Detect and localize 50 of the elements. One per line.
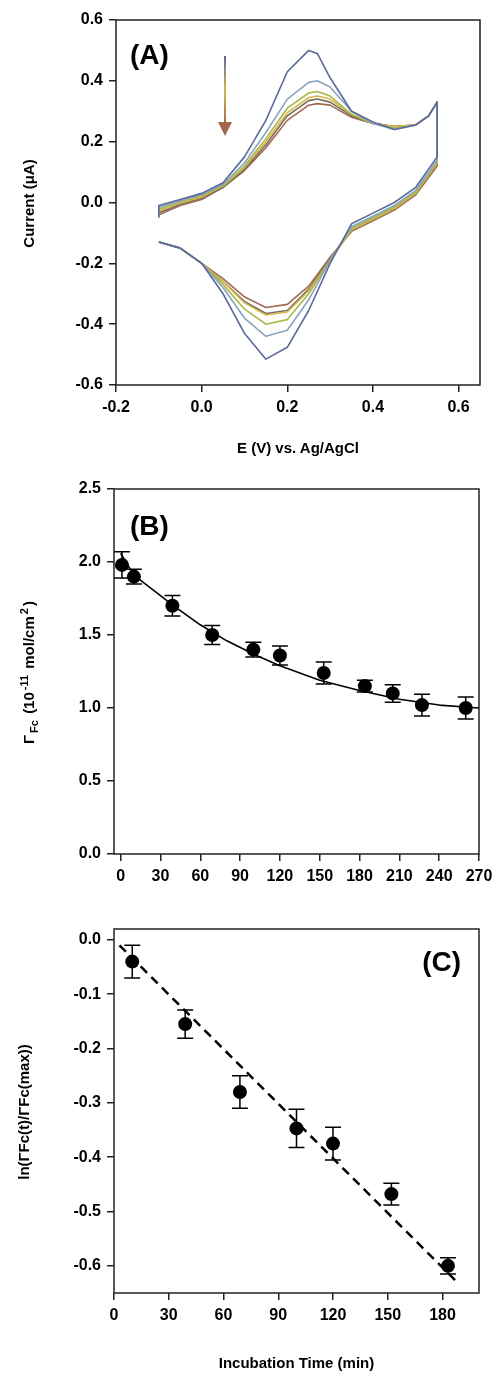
x-tick-label: 0: [116, 867, 126, 885]
y-tick-label: -0.3: [73, 1093, 102, 1111]
y-tick-label: -0.6: [73, 1256, 102, 1274]
x-tick-label: 30: [151, 867, 170, 885]
y-tick-label: -0.4: [73, 1147, 102, 1165]
y-tick-label: -0.1: [73, 984, 102, 1002]
x-tick-label: 60: [214, 1306, 233, 1324]
x-tick-label: 180: [346, 867, 373, 885]
x-tick-label: 0: [109, 1306, 119, 1324]
x-tick-label: 0.6: [447, 398, 470, 416]
x-tick-label: 210: [386, 867, 413, 885]
x-tick-label: 120: [266, 867, 294, 885]
x-tick-label: 150: [306, 867, 334, 885]
x-tick-label: 0.0: [190, 398, 213, 416]
x-tick-label: 30: [159, 1306, 178, 1324]
annotation: (B): [130, 509, 169, 541]
x-tick-label: 240: [425, 867, 453, 885]
y-tick-label: -0.4: [75, 314, 104, 332]
y-tick-label: -0.2: [75, 253, 104, 271]
x-tick-label: 270: [465, 867, 493, 885]
y-tick-label: 1.5: [78, 625, 102, 643]
y-axis-title: ln(ΓFc(t)/ΓFc(max)): [15, 1044, 33, 1180]
x-tick-label: 60: [191, 867, 210, 885]
x-axis-title: Incubation Time (min): [218, 1354, 375, 1372]
x-tick-label: -0.2: [102, 398, 130, 416]
y-tick-label: 0.6: [80, 10, 104, 28]
y-tick-label: -0.6: [75, 375, 104, 393]
y-tick-label: 2.5: [78, 479, 102, 497]
y-tick-label: -0.5: [73, 1201, 102, 1219]
x-tick-label: 0.2: [276, 398, 299, 416]
annotation: (C): [422, 945, 461, 977]
y-tick-label: 0.0: [78, 930, 102, 948]
y-axis-title: Current (μA): [20, 159, 38, 248]
y-tick-label: 0.5: [78, 771, 102, 789]
x-tick-label: 120: [319, 1306, 347, 1324]
x-tick-label: 90: [269, 1306, 288, 1324]
y-tick-label: 0.0: [78, 844, 102, 862]
y-tick-label: 0.0: [80, 192, 104, 210]
x-tick-label: 180: [429, 1306, 456, 1324]
y-tick-label: 0.2: [80, 132, 104, 150]
y-axis-title: ΓFc (10-11 mol/cm2): [17, 601, 40, 744]
x-axis-title: E (V) vs. Ag/AgCl: [237, 439, 359, 457]
y-tick-label: 1.0: [78, 698, 102, 716]
y-tick-label: 2.0: [78, 552, 102, 570]
x-tick-label: 150: [374, 1306, 402, 1324]
y-tick-label: -0.2: [73, 1038, 102, 1056]
annotation: (A): [130, 38, 169, 70]
x-tick-label: 90: [231, 867, 250, 885]
x-tick-label: 0.4: [361, 398, 385, 416]
y-tick-label: 0.4: [80, 71, 104, 89]
